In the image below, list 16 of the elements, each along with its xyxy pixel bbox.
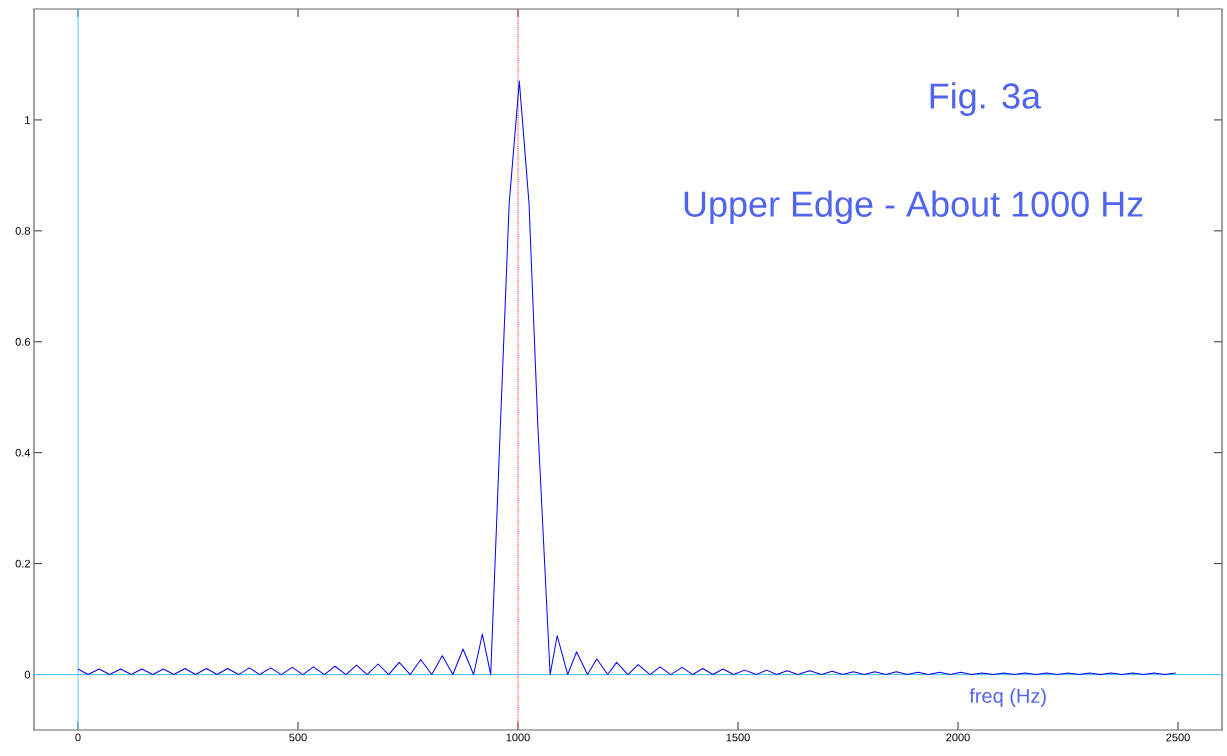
y-tick-label: 1 — [25, 116, 30, 124]
y-tick-label: 0.6 — [15, 337, 30, 346]
annotation: Fig. 3a — [930, 82, 1042, 116]
x-tick-label: 1000 — [506, 733, 530, 742]
annotation: Upper Edge - About 1000 Hz — [684, 190, 1143, 225]
line-series — [77, 80, 1177, 676]
x-axis-title: freq (Hz) — [969, 688, 1046, 707]
x-tick-label: 500 — [289, 733, 307, 742]
x-tick-label: 0 — [75, 733, 81, 742]
y-tick-label: 0 — [24, 670, 31, 679]
x-tick-label: 1500 — [726, 733, 750, 742]
y-tick-label: 0.8 — [15, 226, 30, 235]
x-tick-label: 2000 — [946, 733, 970, 742]
y-tick-label: 0.2 — [15, 559, 30, 568]
x-tick-label: 2500 — [1166, 733, 1190, 742]
y-tick-label: 0.4 — [15, 448, 31, 457]
